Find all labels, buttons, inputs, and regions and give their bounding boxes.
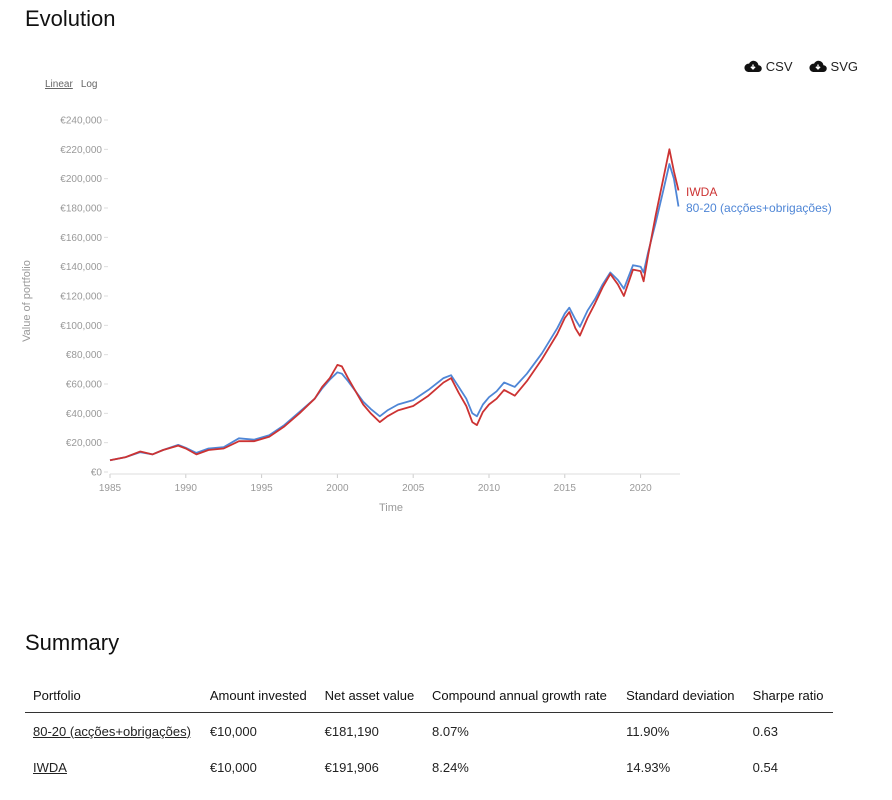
col-standard-deviation: Standard deviation (618, 678, 745, 713)
y-tick-label: €180,000 (60, 204, 102, 215)
col-amount-invested: Amount invested (201, 678, 317, 713)
summary-title: Summary (25, 630, 120, 655)
amount-invested-cell: €10,000 (209, 723, 257, 739)
sharpe-ratio-cell: 0.54 (752, 759, 778, 775)
col-sharpe-ratio: Sharpe ratio (744, 678, 833, 713)
y-tick-label: €80,000 (66, 350, 103, 361)
cloud-download-icon (744, 60, 762, 73)
series-group (109, 148, 680, 462)
table-row: 80-20 (acções+obrigações) €10,000 €181,1… (25, 713, 833, 750)
cagr-cell: 8.07% (432, 723, 469, 739)
sharpe-ratio-cell: 0.63 (752, 723, 778, 739)
y-tick-label: €60,000 (66, 380, 103, 391)
x-tick-label: 1985 (99, 483, 122, 494)
x-axis: 1985 1990 1995 2000 2005 2010 2015 2020 (99, 474, 652, 494)
x-tick-label: 2005 (402, 483, 425, 494)
standard-deviation-cell: 11.90% (626, 723, 670, 739)
x-tick-label: 2015 (554, 483, 577, 494)
col-cagr: Compound annual growth rate (424, 678, 619, 713)
y-tick-label: €100,000 (60, 321, 102, 332)
amount-invested-cell: €10,000 (209, 759, 257, 775)
scale-toggle: Linear Log (45, 79, 106, 90)
y-tick-label: €0 (91, 468, 103, 479)
table-row: IWDA €10,000 €191,906 8.24% 14.93% 0.54 (25, 749, 833, 785)
col-portfolio: Portfolio (25, 678, 202, 713)
log-scale-button[interactable]: Log (80, 79, 98, 90)
cagr-cell: 8.24% (432, 759, 469, 775)
y-axis: €0 €20,000 €40,000 €60,000 €80,000 €100,000 €1… (60, 116, 108, 479)
x-axis-label: Time (379, 502, 403, 514)
x-tick-label: 1995 (250, 483, 273, 494)
cloud-download-icon (808, 60, 827, 73)
y-axis-label: Value of portfolio (21, 260, 33, 342)
y-tick-label: €20,000 (66, 438, 103, 449)
portfolio-link[interactable]: 80-20 (acções+obrigações) (33, 723, 191, 739)
linear-scale-button[interactable]: Linear (45, 79, 73, 90)
download-csv-label: CSV (765, 59, 793, 74)
x-tick-label: 2020 (629, 483, 652, 494)
summary-table: Portfolio Amount invested Net asset valu… (25, 678, 833, 785)
net-asset-value-cell: €191,906 (324, 759, 379, 775)
series-line (109, 163, 680, 462)
y-tick-label: €140,000 (60, 262, 102, 273)
evolution-title: Evolution (25, 6, 116, 31)
series-labels: IWDA 80-20 (acções+obrigações) (686, 185, 832, 215)
download-svg-label: SVG (830, 59, 858, 74)
y-tick-label: €220,000 (60, 145, 102, 156)
portfolio-cell: IWDA (25, 749, 202, 785)
x-tick-label: 1990 (175, 483, 198, 494)
y-tick-label: €120,000 (60, 292, 102, 303)
download-csv-button[interactable]: CSV (744, 59, 793, 74)
y-tick-label: €40,000 (66, 409, 103, 420)
standard-deviation-cell: 14.93% (626, 759, 671, 775)
y-tick-label: €200,000 (60, 174, 102, 185)
download-buttons: CSV SVG (744, 59, 858, 74)
net-asset-value-cell: €181,190 (324, 723, 379, 739)
evolution-chart: €0 €20,000 €40,000 €60,000 €80,000 €100,000 €1… (21, 116, 832, 515)
series-label: IWDA (686, 185, 717, 199)
series-label: 80-20 (acções+obrigações) (686, 201, 832, 215)
summary-header-row: Portfolio Amount invested Net asset valu… (25, 678, 833, 713)
y-tick-label: €160,000 (60, 233, 102, 244)
portfolio-link[interactable]: IWDA (33, 759, 67, 775)
x-tick-label: 2000 (326, 483, 349, 494)
series-line (109, 148, 680, 462)
y-tick-label: €240,000 (60, 116, 102, 127)
download-svg-button[interactable]: SVG (808, 59, 858, 74)
x-tick-label: 2010 (478, 483, 501, 494)
portfolio-cell: 80-20 (acções+obrigações) (25, 713, 202, 750)
col-net-asset-value: Net asset value (316, 678, 424, 713)
